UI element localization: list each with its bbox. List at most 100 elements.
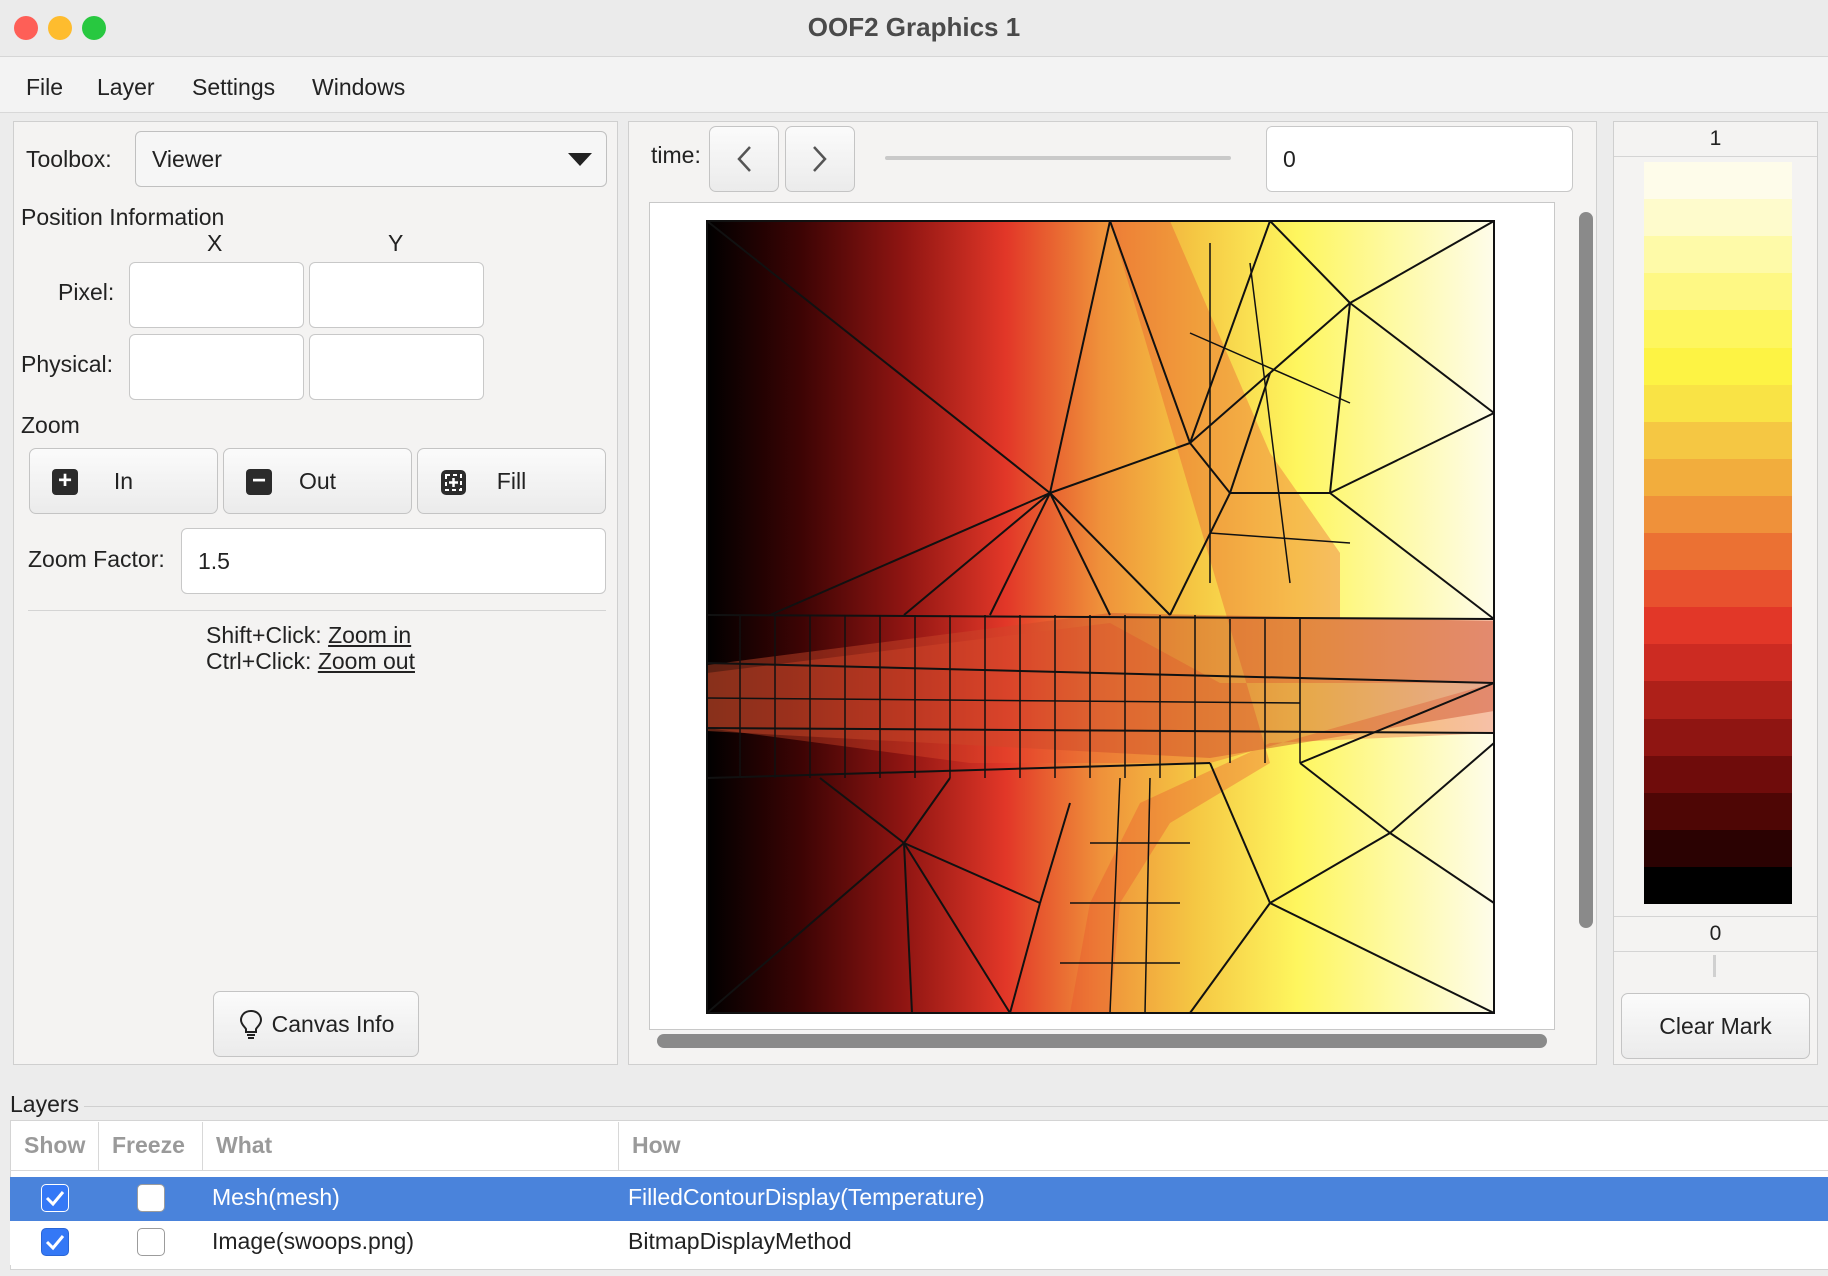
zoom-window-button[interactable] — [82, 16, 106, 40]
col-x-label: X — [207, 230, 223, 256]
zoom-in-button[interactable]: + In — [29, 448, 218, 514]
physical-x-field[interactable] — [129, 334, 304, 400]
layer-freeze-checkbox[interactable] — [137, 1228, 165, 1256]
checkmark-icon — [45, 1191, 65, 1207]
colorbar-swatch — [1644, 421, 1792, 460]
clear-mark-button[interactable]: Clear Mark — [1621, 993, 1810, 1059]
colorbar-swatch — [1644, 570, 1792, 608]
vertical-scrollbar[interactable] — [1579, 212, 1593, 928]
mesh-band-lines — [706, 243, 1351, 1014]
zoom-factor-input[interactable]: 1.5 — [181, 528, 606, 594]
zoom-fill-label: Fill — [496, 467, 527, 494]
layer-what: Image(swoops.png) — [212, 1228, 414, 1254]
col-divider — [98, 1122, 99, 1170]
colorbar-swatch — [1644, 273, 1792, 311]
zoom-factor-value: 1.5 — [198, 547, 230, 574]
col-divider — [618, 1122, 619, 1170]
canvas-info-label: Canvas Info — [271, 1010, 395, 1037]
canvas-info-button[interactable]: Canvas Info — [213, 991, 419, 1057]
time-next-button[interactable] — [785, 126, 855, 192]
colorbar-swatch — [1644, 792, 1792, 831]
band-overlay — [707, 613, 1494, 758]
zoom-out-button[interactable]: − Out — [223, 448, 412, 514]
toolbox-select[interactable]: Viewer — [135, 131, 607, 187]
zoom-in-label: In — [113, 467, 134, 494]
colorbar-swatch — [1644, 718, 1792, 757]
table-row[interactable] — [10, 1221, 1828, 1265]
canvas-pane: time: 0 — [628, 121, 1597, 1065]
layers-header-rule — [10, 1170, 1828, 1171]
menu-layer[interactable]: Layer — [97, 74, 155, 100]
zoom-hints: Shift+Click: Zoom in Ctrl+Click: Zoom ou… — [206, 622, 415, 674]
time-value-field[interactable]: 0 — [1266, 126, 1573, 192]
minimize-window-button[interactable] — [48, 16, 72, 40]
layer-how: BitmapDisplayMethod — [628, 1228, 852, 1254]
time-prev-button[interactable] — [709, 126, 779, 192]
pixel-x-field[interactable] — [129, 262, 304, 328]
zoom-title: Zoom — [21, 412, 80, 438]
colorbar-swatch — [1644, 829, 1792, 868]
layer-how: FilledContourDisplay(Temperature) — [628, 1184, 985, 1210]
layer-what: Mesh(mesh) — [212, 1184, 340, 1210]
layer-show-checkbox[interactable] — [41, 1228, 69, 1256]
close-window-button[interactable] — [14, 16, 38, 40]
chevron-down-icon — [568, 153, 592, 166]
layers-title: Layers — [10, 1091, 80, 1117]
clear-mark-label: Clear Mark — [1659, 1012, 1772, 1039]
colorbar-swatch — [1644, 347, 1792, 386]
toolbox-pane: Toolbox: Viewer Position Information X Y… — [13, 121, 618, 1065]
horizontal-scrollbar[interactable] — [657, 1034, 1547, 1048]
colorbar-swatch — [1644, 162, 1792, 200]
colorbar-swatch — [1644, 199, 1792, 237]
mesh-lines — [706, 220, 1495, 1014]
zoom-fill-button[interactable]: Fill — [417, 448, 606, 514]
colorbar-swatch — [1644, 384, 1792, 423]
layers-title-rule — [84, 1106, 1828, 1107]
colorbar-swatch — [1644, 755, 1792, 794]
hint1-prefix: Shift+Click: — [206, 622, 322, 648]
colorbar-swatch — [1644, 533, 1792, 571]
layer-show-checkbox[interactable] — [41, 1184, 69, 1212]
checkmark-icon — [45, 1235, 65, 1251]
colorbar[interactable] — [1644, 162, 1792, 905]
colorbar-swatch — [1644, 681, 1792, 719]
col-divider — [202, 1122, 203, 1170]
physical-label: Physical: — [21, 351, 114, 377]
hint2-link[interactable]: Zoom out — [317, 648, 415, 674]
pixel-y-field[interactable] — [309, 262, 484, 328]
zoom-out-label: Out — [298, 467, 337, 494]
zoom-factor-label: Zoom Factor: — [28, 546, 165, 572]
hint1-link[interactable]: Zoom in — [328, 622, 412, 648]
menu-windows[interactable]: Windows — [312, 74, 406, 100]
time-slider[interactable] — [885, 156, 1231, 160]
divider — [28, 610, 606, 611]
colorbar-swatch — [1644, 458, 1792, 497]
menu-settings[interactable]: Settings — [192, 74, 276, 100]
window-title: OOF2 Graphics 1 — [807, 12, 1021, 42]
pixel-label: Pixel: — [58, 279, 115, 305]
header-freeze[interactable]: Freeze — [112, 1132, 185, 1158]
toolbox-selected-value: Viewer — [152, 145, 222, 172]
hint2-prefix: Ctrl+Click: — [206, 648, 312, 674]
fill-icon — [441, 470, 466, 495]
col-y-label: Y — [388, 230, 404, 256]
chevron-right-icon — [813, 146, 827, 172]
plus-icon: + — [52, 469, 78, 495]
time-label: time: — [651, 142, 701, 168]
header-how[interactable]: How — [632, 1132, 681, 1158]
header-show[interactable]: Show — [24, 1132, 86, 1158]
colorbar-max-label: 1 — [1614, 122, 1817, 157]
graphics-canvas[interactable] — [649, 202, 1555, 1030]
menu-bar: File Layer Settings Windows — [0, 57, 1828, 113]
table-row[interactable] — [10, 1177, 1828, 1221]
layer-freeze-checkbox[interactable] — [137, 1184, 165, 1212]
colorbar-swatch — [1644, 495, 1792, 534]
header-what[interactable]: What — [216, 1132, 273, 1158]
lightbulb-icon — [239, 1009, 262, 1039]
menu-file[interactable]: File — [26, 74, 64, 100]
colorbar-swatch — [1644, 236, 1792, 274]
time-value: 0 — [1283, 145, 1296, 172]
title-bar: OOF2 Graphics 1 — [0, 0, 1828, 57]
colorbar-splitter[interactable] — [1713, 955, 1716, 977]
physical-y-field[interactable] — [309, 334, 484, 400]
